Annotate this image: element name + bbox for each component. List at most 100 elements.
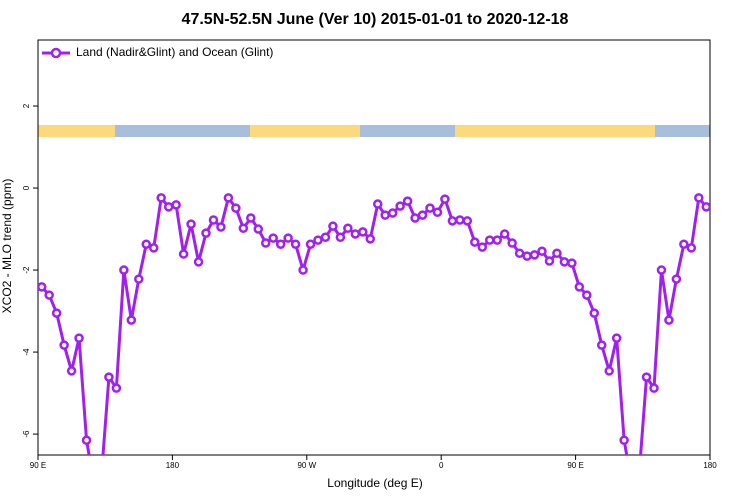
x-tick-label: 90 E <box>30 461 46 470</box>
point <box>223 193 234 203</box>
point <box>91 480 98 487</box>
point <box>656 265 667 275</box>
x-tick-label: 180 <box>166 461 180 470</box>
point <box>104 372 114 382</box>
point <box>231 203 241 213</box>
point <box>686 243 697 253</box>
point <box>246 213 256 223</box>
point <box>268 233 278 243</box>
point <box>350 229 361 239</box>
point <box>66 366 77 376</box>
point <box>134 274 144 284</box>
point <box>628 480 635 487</box>
point <box>619 435 629 445</box>
point <box>358 227 368 237</box>
point <box>522 251 532 261</box>
point <box>410 213 420 223</box>
point <box>636 472 643 479</box>
point <box>380 210 390 220</box>
point <box>529 250 540 260</box>
point <box>119 265 129 275</box>
plot-frame <box>37 39 711 456</box>
point <box>470 237 480 247</box>
point <box>402 196 413 206</box>
point <box>649 383 659 393</box>
point <box>328 221 338 231</box>
legend-label: Land (Nadir&Glint) and Ocean (Glint) <box>76 45 273 59</box>
point <box>484 235 495 245</box>
land-ocean-strip <box>38 125 710 137</box>
point <box>111 383 122 393</box>
point <box>298 265 308 275</box>
point <box>455 215 465 225</box>
point <box>492 235 502 245</box>
y-tick-label: -6 <box>22 430 31 438</box>
point <box>440 194 450 204</box>
x-tick-label: 90 W <box>297 461 316 470</box>
point <box>365 234 376 244</box>
point <box>671 274 682 284</box>
point <box>320 232 331 242</box>
point <box>313 235 323 245</box>
point <box>253 224 264 234</box>
chart-title: 47.5N-52.5N June (Ver 10) 2015-01-01 to … <box>182 11 569 28</box>
point <box>51 308 62 318</box>
point <box>38 282 47 292</box>
point <box>425 203 435 213</box>
point <box>514 248 525 258</box>
point <box>387 208 398 218</box>
point <box>171 200 181 210</box>
point <box>372 199 383 209</box>
point <box>163 202 174 212</box>
point <box>305 239 316 249</box>
point <box>98 472 105 479</box>
point <box>499 229 510 239</box>
point <box>694 193 704 203</box>
y-axis-label: XCO2 - MLO trend (ppm) <box>0 179 14 314</box>
y-tick-label: -2 <box>22 266 31 274</box>
x-tick-label: 180 <box>703 461 717 470</box>
point <box>604 366 614 376</box>
point <box>148 243 159 253</box>
point <box>260 238 271 248</box>
point <box>238 223 249 233</box>
point <box>552 248 562 258</box>
point <box>432 207 443 217</box>
point <box>156 193 166 203</box>
point <box>477 242 488 252</box>
point <box>589 308 600 318</box>
point <box>544 256 555 266</box>
point <box>679 239 689 249</box>
point <box>462 216 473 226</box>
point <box>126 315 137 325</box>
point <box>664 315 674 325</box>
point <box>417 210 428 220</box>
x-tick-label: 90 E <box>567 461 583 470</box>
legend-marker <box>50 47 62 59</box>
y-tick-label: -4 <box>22 348 31 356</box>
point <box>275 239 286 249</box>
point <box>186 219 196 229</box>
point <box>567 258 577 268</box>
x-tick-label: 0 <box>439 461 444 470</box>
point <box>641 372 652 382</box>
point <box>559 257 570 267</box>
point <box>59 340 69 350</box>
point <box>395 201 405 211</box>
point <box>343 223 353 233</box>
point <box>81 435 92 445</box>
point <box>201 228 211 238</box>
point <box>335 232 346 242</box>
point <box>216 222 226 232</box>
point <box>74 333 84 343</box>
point <box>582 290 592 300</box>
y-tick-label: 2 <box>22 103 31 108</box>
point <box>178 249 189 259</box>
point <box>447 216 458 226</box>
point <box>283 233 293 243</box>
point <box>701 202 710 212</box>
plot-area <box>38 193 710 487</box>
point <box>574 282 585 292</box>
point <box>141 239 152 249</box>
point <box>193 257 204 267</box>
